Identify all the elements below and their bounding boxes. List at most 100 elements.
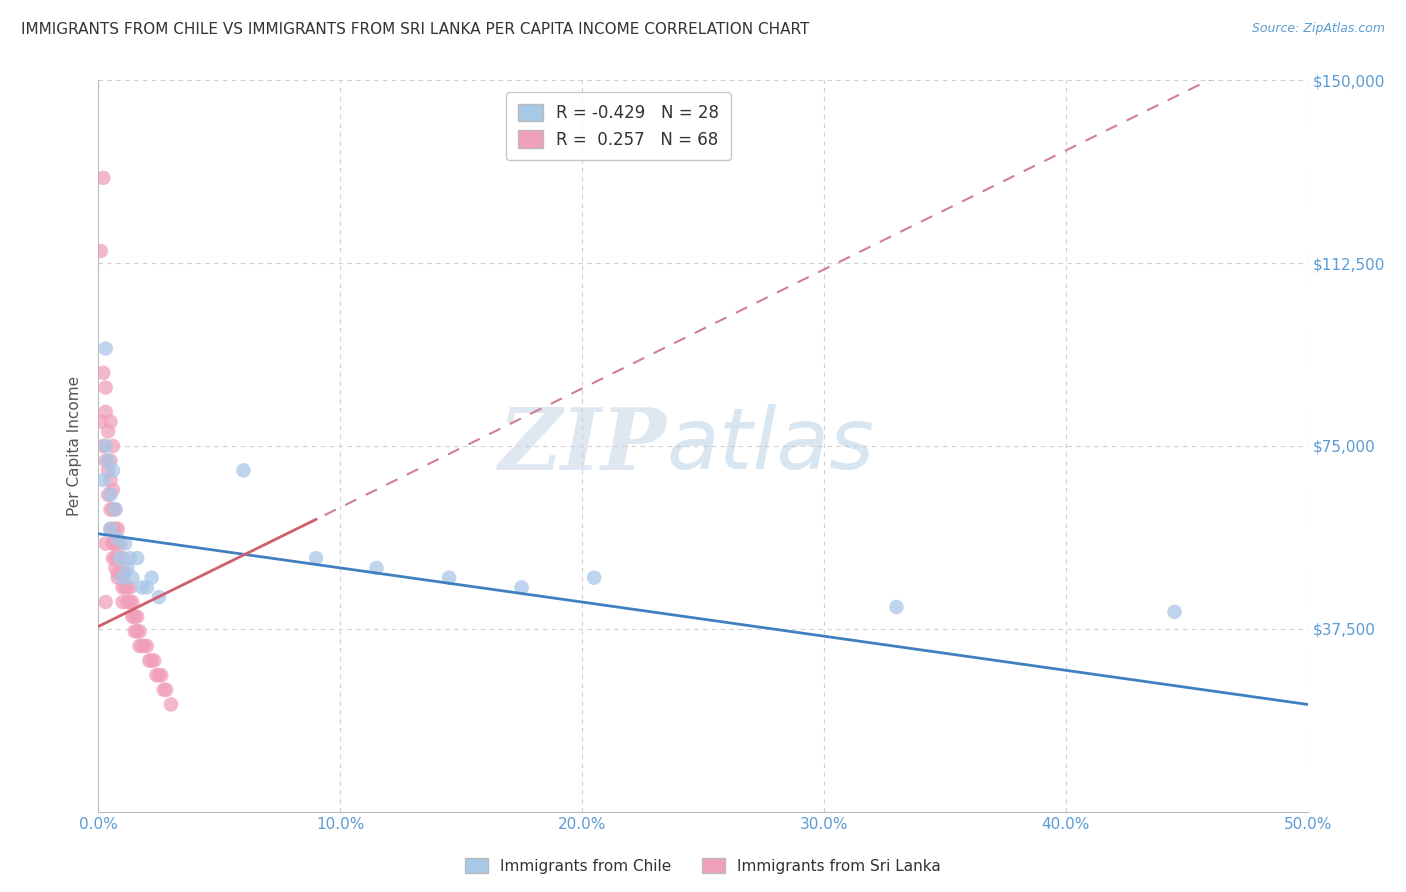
Point <box>104 522 127 536</box>
Point <box>148 668 170 682</box>
Point <box>94 342 117 356</box>
Point <box>100 453 122 467</box>
Point <box>155 682 177 697</box>
Point <box>118 551 141 566</box>
Point <box>583 571 606 585</box>
Point <box>111 551 134 566</box>
Point <box>143 654 166 668</box>
Point <box>886 599 908 614</box>
Text: ZIP: ZIP <box>499 404 666 488</box>
Point <box>232 463 254 477</box>
Point <box>114 566 136 580</box>
Y-axis label: Per Capita Income: Per Capita Income <box>67 376 83 516</box>
Text: IMMIGRANTS FROM CHILE VS IMMIGRANTS FROM SRI LANKA PER CAPITA INCOME CORRELATION: IMMIGRANTS FROM CHILE VS IMMIGRANTS FROM… <box>21 22 810 37</box>
Point <box>94 595 117 609</box>
Point <box>135 639 157 653</box>
Point <box>117 561 139 575</box>
Point <box>94 536 117 550</box>
Point <box>124 609 146 624</box>
Point <box>108 551 131 566</box>
Point <box>91 170 114 185</box>
Legend: Immigrants from Chile, Immigrants from Sri Lanka: Immigrants from Chile, Immigrants from S… <box>458 852 948 880</box>
Point <box>104 551 127 566</box>
Point <box>510 581 533 595</box>
Point <box>118 581 141 595</box>
Point <box>100 415 122 429</box>
Point <box>141 654 163 668</box>
Point <box>91 473 114 487</box>
Point <box>100 522 122 536</box>
Point <box>128 639 150 653</box>
Point <box>305 551 328 566</box>
Point <box>108 551 131 566</box>
Point <box>131 639 153 653</box>
Point <box>104 502 127 516</box>
Point <box>90 415 112 429</box>
Point <box>145 668 167 682</box>
Point <box>107 571 129 585</box>
Point <box>97 425 120 439</box>
Point <box>101 536 124 550</box>
Point <box>97 463 120 477</box>
Text: atlas: atlas <box>666 404 875 488</box>
Point <box>97 488 120 502</box>
Point <box>117 581 139 595</box>
Point <box>128 624 150 639</box>
Point <box>111 595 134 609</box>
Point <box>117 595 139 609</box>
Point <box>111 571 134 585</box>
Point <box>131 581 153 595</box>
Point <box>101 483 124 497</box>
Point <box>107 536 129 550</box>
Point <box>101 536 124 550</box>
Point <box>100 488 122 502</box>
Point <box>108 536 131 550</box>
Point <box>141 571 163 585</box>
Point <box>108 566 131 580</box>
Point <box>97 453 120 467</box>
Point <box>101 522 124 536</box>
Point <box>91 439 114 453</box>
Point <box>121 595 143 609</box>
Point <box>94 439 117 453</box>
Point <box>160 698 183 712</box>
Point <box>101 463 124 477</box>
Point <box>114 581 136 595</box>
Point <box>1163 605 1185 619</box>
Point <box>100 522 122 536</box>
Point <box>107 566 129 580</box>
Point <box>100 473 122 487</box>
Point <box>114 536 136 550</box>
Point <box>111 566 134 580</box>
Point <box>134 639 156 653</box>
Point <box>138 654 160 668</box>
Point <box>94 405 117 419</box>
Point <box>100 502 122 516</box>
Point <box>90 244 112 258</box>
Point <box>152 682 174 697</box>
Point <box>437 571 460 585</box>
Point <box>124 624 146 639</box>
Point <box>107 551 129 566</box>
Point <box>101 551 124 566</box>
Point <box>94 380 117 394</box>
Point <box>150 668 173 682</box>
Point <box>107 522 129 536</box>
Point <box>107 532 129 546</box>
Text: Source: ZipAtlas.com: Source: ZipAtlas.com <box>1251 22 1385 36</box>
Legend: R = -0.429   N = 28, R =  0.257   N = 68: R = -0.429 N = 28, R = 0.257 N = 68 <box>506 92 731 161</box>
Point <box>111 581 134 595</box>
Point <box>127 551 149 566</box>
Point <box>104 536 127 550</box>
Point <box>366 561 388 575</box>
Point <box>118 595 141 609</box>
Point <box>121 609 143 624</box>
Point <box>127 624 149 639</box>
Point <box>101 439 124 453</box>
Point <box>104 561 127 575</box>
Point <box>94 453 117 467</box>
Point <box>104 502 127 516</box>
Point <box>121 571 143 585</box>
Point <box>135 581 157 595</box>
Point <box>101 502 124 516</box>
